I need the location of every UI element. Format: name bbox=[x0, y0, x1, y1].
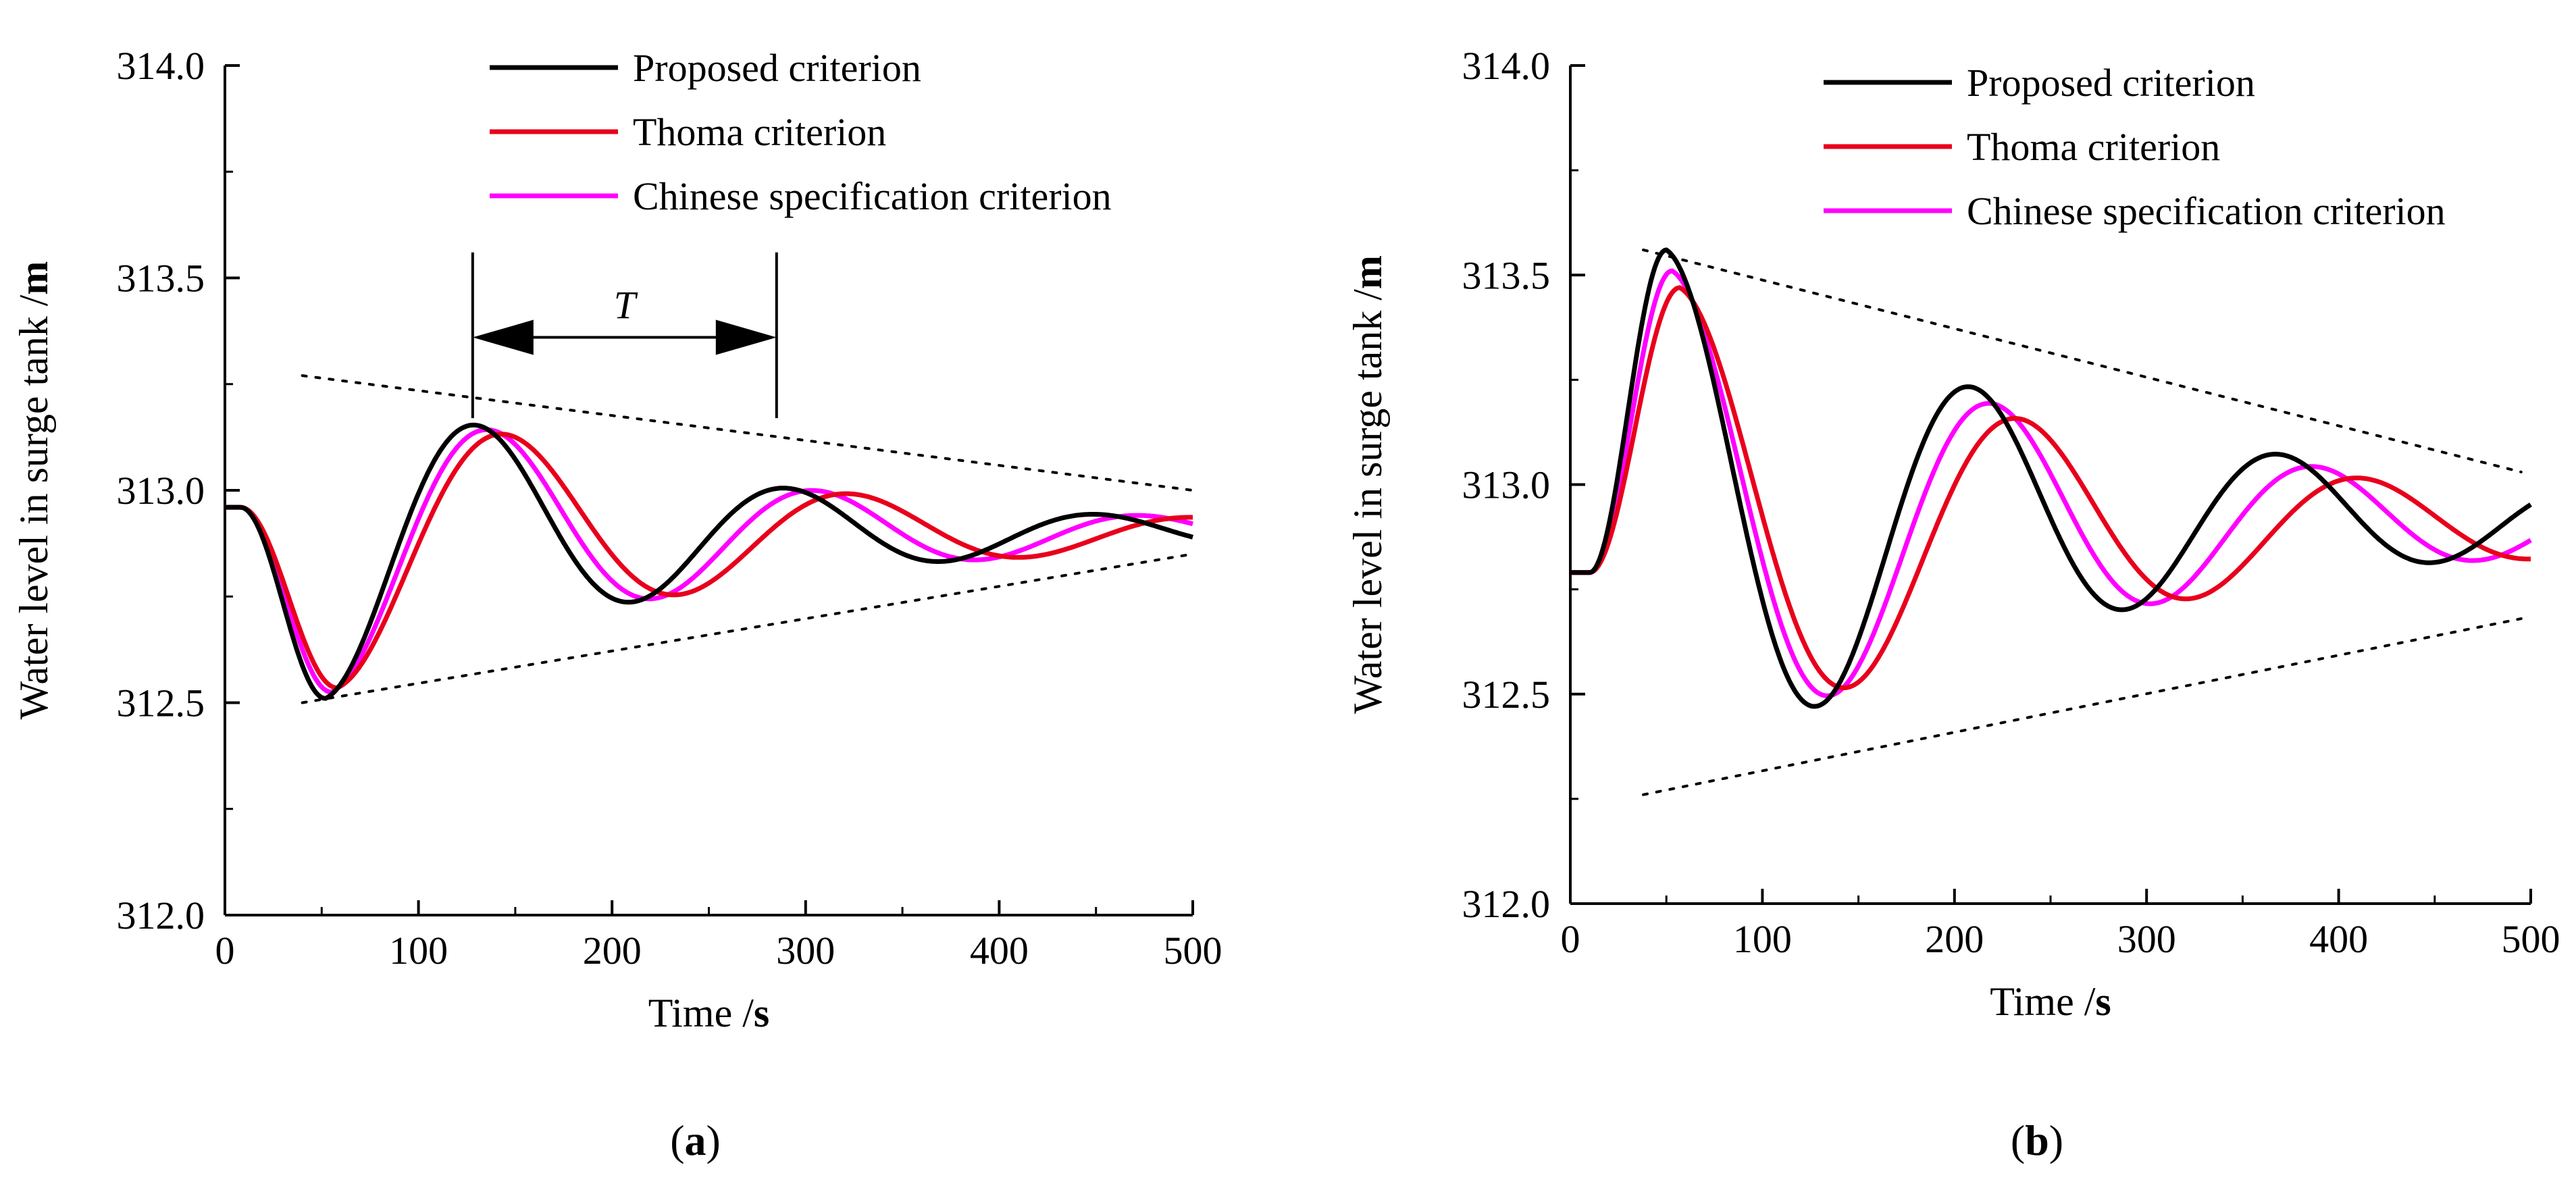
panel-letter: b bbox=[2025, 1116, 2049, 1164]
x-tick-label: 400 bbox=[970, 929, 1029, 973]
series-line-proposed bbox=[1570, 247, 2532, 709]
y-tick-label: 314.0 bbox=[117, 44, 205, 88]
y-axis-title: Water level in surge tank /m bbox=[1345, 255, 1390, 714]
x-tick-label: 400 bbox=[2309, 917, 2368, 961]
x-tick-label: 0 bbox=[215, 929, 235, 973]
envelope-upper-line bbox=[301, 374, 1194, 492]
envelope-upper-line bbox=[1642, 249, 2523, 473]
legend-label: Proposed criterion bbox=[633, 46, 921, 90]
x-axis-title: Time /s bbox=[648, 991, 770, 1035]
series-line-thoma bbox=[225, 432, 1193, 690]
x-tick-label: 300 bbox=[2117, 917, 2176, 961]
panel-label: (b) bbox=[2011, 1116, 2063, 1164]
x-tick-label: 300 bbox=[776, 929, 835, 973]
legend-label: Proposed criterion bbox=[1967, 61, 2255, 105]
x-axis-unit: s bbox=[754, 991, 769, 1035]
envelope-lower-line bbox=[301, 552, 1194, 704]
x-tick-label: 500 bbox=[1164, 929, 1222, 973]
y-tick-label: 312.0 bbox=[1462, 882, 1551, 926]
series-line-chinese bbox=[1570, 268, 2532, 698]
series-line-thoma bbox=[1570, 285, 2531, 690]
x-tick-label: 200 bbox=[583, 929, 642, 973]
chart-panel-a: 312.0 312.5 313.0 313.5 314.0 0 100 200 300 400 50… bbox=[11, 44, 1222, 1164]
series-line-proposed bbox=[225, 422, 1193, 701]
x-axis-title: Time /s bbox=[1990, 979, 2111, 1024]
y-tick-label: 312.5 bbox=[117, 681, 205, 725]
panel-letter: a bbox=[685, 1116, 706, 1164]
legend-label: Thoma criterion bbox=[1967, 125, 2220, 169]
x-tick-label: 0 bbox=[1561, 917, 1580, 961]
x-tick-label: 100 bbox=[1733, 917, 1792, 961]
period-arrow-head-left bbox=[472, 319, 534, 355]
legend-label: Thoma criterion bbox=[633, 110, 886, 154]
y-tick-label: 313.5 bbox=[1462, 253, 1551, 297]
x-axis-unit: s bbox=[2095, 979, 2111, 1024]
x-tick-label: 500 bbox=[2502, 917, 2560, 961]
y-tick-label: 312.0 bbox=[117, 893, 205, 937]
y-tick-label: 314.0 bbox=[1462, 44, 1551, 88]
y-tick-label: 312.5 bbox=[1462, 673, 1551, 717]
legend-label: Chinese specification criterion bbox=[633, 174, 1112, 218]
x-tick-label: 200 bbox=[1925, 917, 1984, 961]
y-tick-label: 313.0 bbox=[1462, 463, 1551, 507]
chart-panel-b: 312.0 312.5 313.0 313.5 314.0 0 100 200 300 400 50… bbox=[1345, 44, 2560, 1164]
y-axis-title: Water level in surge tank /m bbox=[11, 261, 56, 720]
series-line-chinese bbox=[225, 427, 1193, 695]
legend-label: Chinese specification criterion bbox=[1967, 189, 2446, 233]
y-tick-label: 313.0 bbox=[117, 469, 205, 513]
period-label: T bbox=[614, 284, 638, 328]
envelope-lower-line bbox=[1642, 617, 2523, 796]
panel-label: (a) bbox=[670, 1116, 721, 1164]
x-tick-label: 100 bbox=[389, 929, 448, 973]
y-axis-unit: m bbox=[11, 261, 56, 295]
y-tick-label: 313.5 bbox=[117, 257, 205, 301]
y-axis-unit: m bbox=[1345, 255, 1390, 289]
period-arrow-head-right bbox=[715, 319, 777, 355]
